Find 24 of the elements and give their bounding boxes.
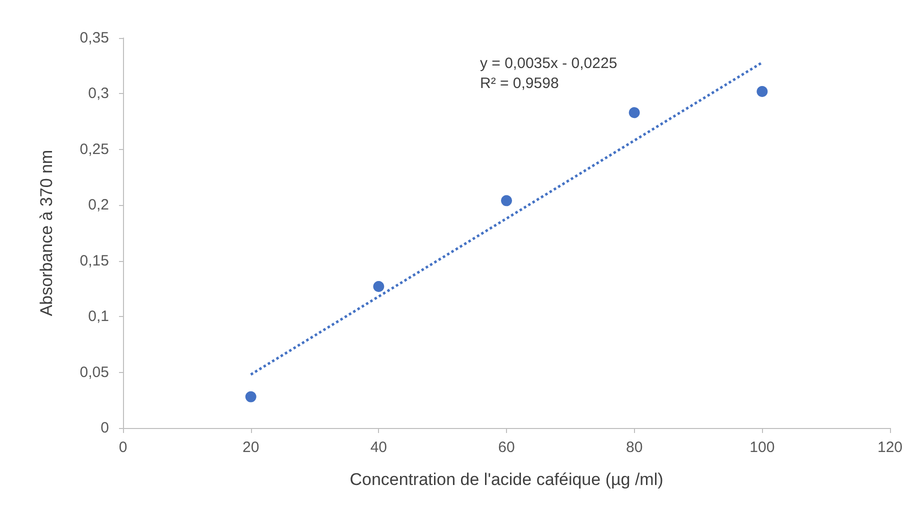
y-axis-title: Absorbance à 370 nm	[37, 150, 56, 316]
point	[756, 86, 768, 97]
y-tick-label: 0,15	[80, 252, 109, 270]
x-axis-title: Concentration de l'acide caféique (µg /ml)	[350, 470, 664, 489]
y-tick-label: 0,05	[80, 364, 109, 381]
annotation: y = 0,0035x - 0,0225	[480, 55, 618, 72]
point	[373, 280, 384, 292]
y-tick-label: 0	[100, 420, 109, 436]
x-tick-label: 100	[750, 439, 775, 456]
y-tick-label: 0,25	[80, 140, 109, 158]
y-tick-label: 0,35	[80, 30, 109, 46]
point	[628, 107, 640, 118]
x-tick-label: 80	[626, 439, 643, 456]
x-tick-label: 40	[370, 439, 388, 456]
x-tick-label: 0	[118, 439, 128, 456]
x-tick-label: 20	[242, 439, 260, 456]
x-tick-label: 60	[498, 439, 515, 456]
point	[501, 195, 512, 206]
point	[245, 391, 256, 402]
y-tick-label: 0,3	[88, 85, 109, 102]
annotation: R² = 0,9598	[480, 75, 559, 92]
y-tick-label: 0,2	[88, 196, 109, 214]
y-tick-label: 0,1	[88, 308, 109, 326]
x-tick-label: 120	[877, 439, 903, 456]
